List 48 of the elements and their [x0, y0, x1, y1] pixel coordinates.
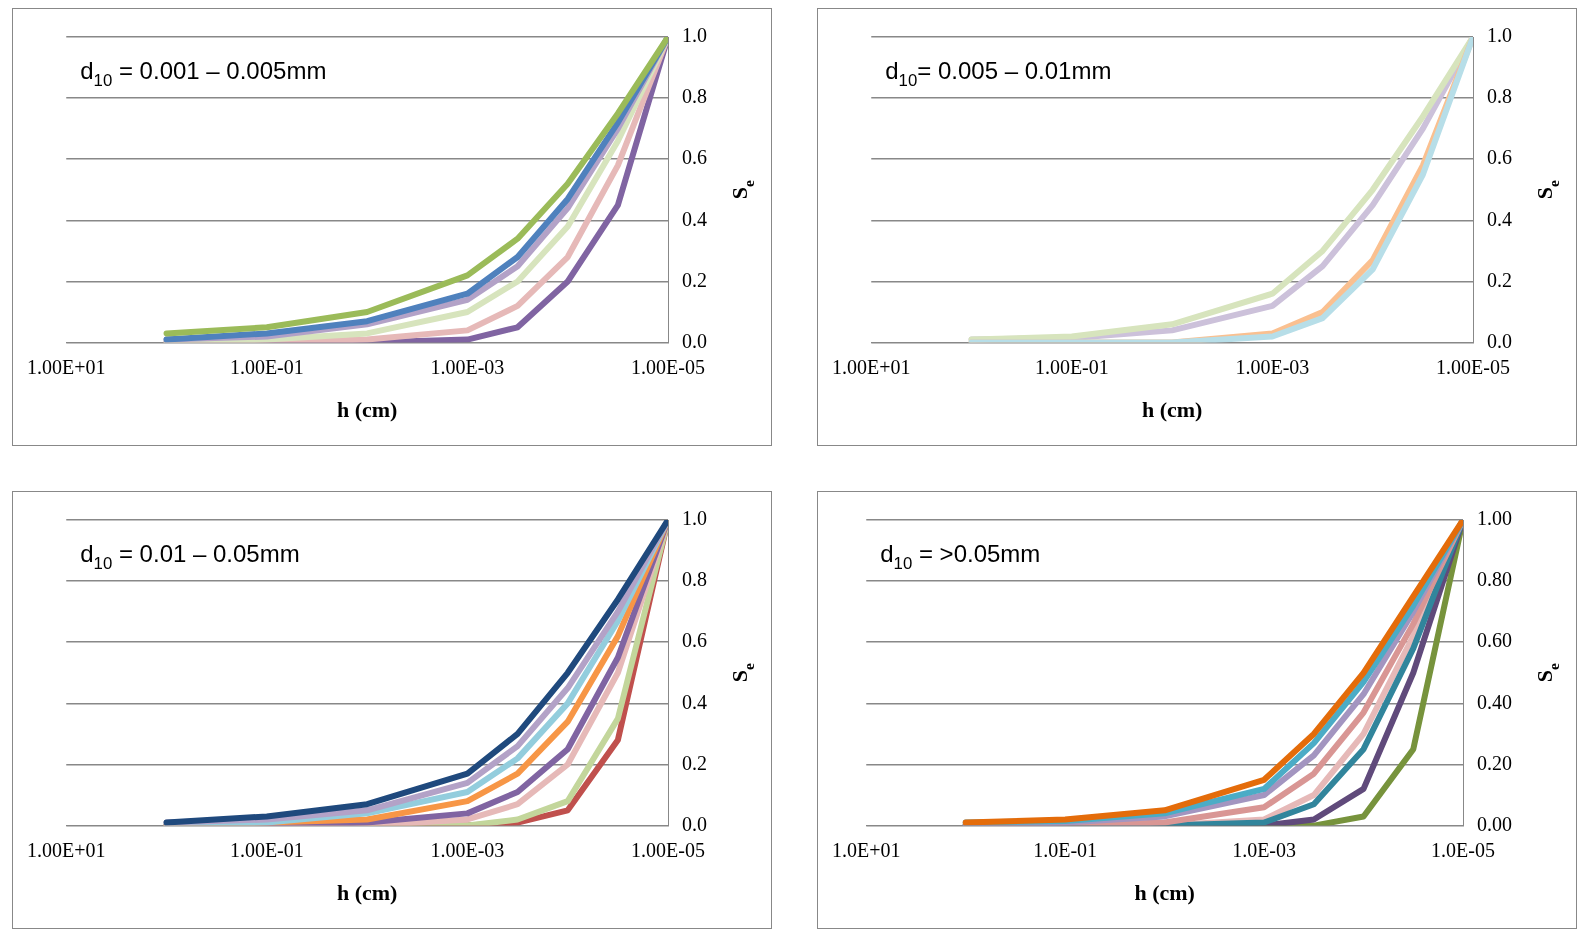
x-tick-label: 1.0E-01: [1033, 838, 1098, 861]
y-tick-label: 0.2: [682, 268, 707, 291]
y-axis-title: Se: [727, 663, 757, 683]
x-tick-label: 1.00E-01: [229, 355, 304, 378]
x-tick-label: 1.00E+01: [27, 355, 106, 378]
y-tick-label: 1.0: [682, 24, 707, 47]
y-tick-label: 1.0: [682, 507, 707, 530]
x-tick-label: 1.00E-03: [1235, 355, 1310, 378]
x-tick-label: 1.00E-05: [631, 355, 705, 378]
x-tick-label: 1.00E-03: [430, 355, 505, 378]
y-tick-label: 0.00: [1477, 812, 1512, 835]
y-tick-label: 0.8: [682, 85, 707, 108]
y-tick-label: 0.2: [682, 751, 707, 774]
y-tick-label: 0.40: [1477, 690, 1512, 713]
y-axis-title: Se: [727, 180, 757, 200]
y-axis-title: Se: [1532, 663, 1562, 683]
y-tick-label: 0.4: [1487, 207, 1512, 230]
x-tick-label: 1.00E-01: [1034, 355, 1109, 378]
x-tick-label: 1.0E-05: [1431, 838, 1495, 861]
x-axis-title: h (cm): [336, 397, 398, 423]
y-tick-label: 0.0: [1487, 329, 1512, 352]
y-tick-label: 0.8: [682, 568, 707, 591]
y-tick-label: 0.6: [682, 146, 707, 169]
y-tick-label: 0.60: [1477, 629, 1512, 652]
y-tick-label: 0.0: [682, 329, 707, 352]
y-tick-label: 0.4: [682, 207, 707, 230]
y-tick-label: 0.4: [682, 690, 707, 713]
x-tick-label: 1.00E-05: [1436, 355, 1510, 378]
x-tick-label: 1.00E+01: [27, 838, 106, 861]
x-axis-title: h (cm): [1134, 880, 1195, 906]
x-tick-label: 1.0E-03: [1232, 838, 1297, 861]
y-tick-label: 0.8: [1487, 85, 1512, 108]
y-tick-label: 0.2: [1487, 268, 1512, 291]
y-tick-label: 0.6: [682, 629, 707, 652]
y-tick-label: 1.0: [1487, 24, 1512, 47]
x-axis-title: h (cm): [336, 880, 398, 906]
x-axis-title: h (cm): [1141, 397, 1203, 423]
y-tick-label: 0.20: [1477, 751, 1512, 774]
x-tick-label: 1.0E+01: [832, 838, 901, 861]
y-tick-label: 0.6: [1487, 146, 1512, 169]
y-tick-label: 0.0: [682, 812, 707, 835]
y-tick-label: 1.00: [1477, 507, 1512, 530]
y-axis-title: Se: [1532, 180, 1562, 200]
x-tick-label: 1.00E+01: [832, 355, 911, 378]
x-tick-label: 1.00E-01: [229, 838, 304, 861]
x-tick-label: 1.00E-03: [430, 838, 505, 861]
x-tick-label: 1.00E-05: [631, 838, 705, 861]
y-tick-label: 0.80: [1477, 568, 1512, 591]
